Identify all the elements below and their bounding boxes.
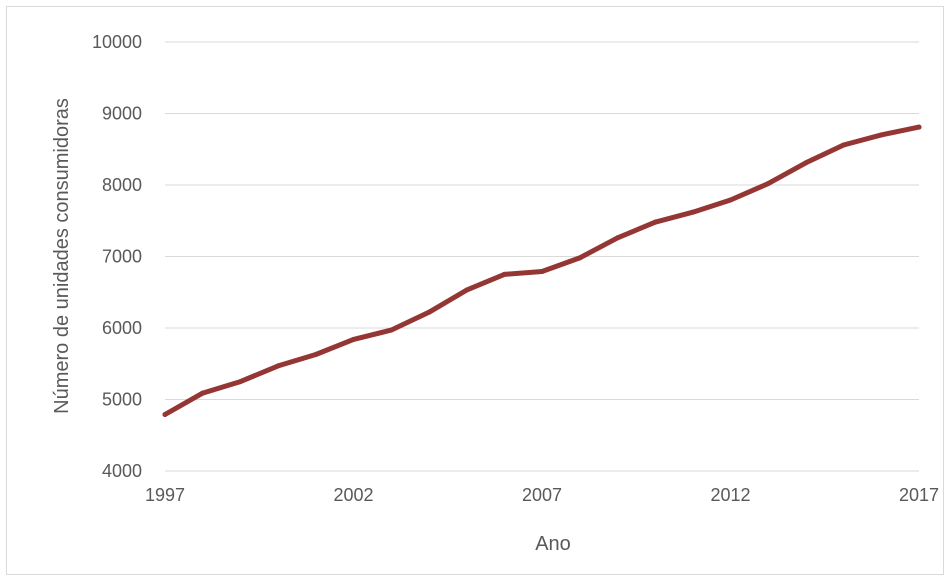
y-tick-label: 6000 (102, 318, 142, 338)
y-tick-label: 5000 (102, 390, 142, 410)
data-point (200, 390, 206, 396)
data-point (501, 271, 507, 277)
data-point (690, 209, 696, 215)
data-point (351, 336, 356, 342)
gridlines (165, 41, 919, 472)
x-tick-label: 2007 (522, 485, 562, 505)
x-axis-tick-labels: 1997 2002 2007 2012 2017 (145, 485, 939, 505)
y-tick-label: 10000 (92, 32, 142, 52)
x-tick-label: 2017 (899, 485, 939, 505)
x-tick-label: 2012 (710, 485, 750, 505)
data-point (313, 351, 319, 357)
data-point (237, 379, 243, 385)
data-point (539, 269, 545, 275)
data-point (878, 132, 884, 138)
data-point (728, 197, 733, 203)
x-tick-label: 1997 (145, 485, 185, 505)
y-tick-label: 8000 (102, 175, 142, 195)
x-tick-label: 2002 (333, 485, 373, 505)
data-point (652, 219, 658, 225)
y-axis-tick-labels: 4000 5000 6000 7000 8000 9000 10000 (92, 32, 142, 481)
data-point (464, 287, 470, 293)
y-tick-label: 7000 (102, 247, 142, 267)
data-point (614, 235, 620, 241)
data-point (765, 181, 771, 187)
y-axis-title: Número de unidades consumidoras (51, 98, 73, 414)
data-point (841, 142, 847, 148)
y-tick-label: 9000 (102, 104, 142, 124)
data-point (577, 255, 583, 261)
data-point (275, 363, 281, 369)
x-axis-title: Ano (535, 533, 571, 555)
data-point (803, 160, 809, 166)
series-layer (162, 124, 922, 418)
data-point (162, 412, 168, 418)
data-point (388, 327, 394, 333)
y-tick-label: 4000 (102, 461, 142, 481)
data-point (426, 309, 432, 315)
chart-frame (6, 6, 944, 575)
data-point (916, 124, 922, 130)
